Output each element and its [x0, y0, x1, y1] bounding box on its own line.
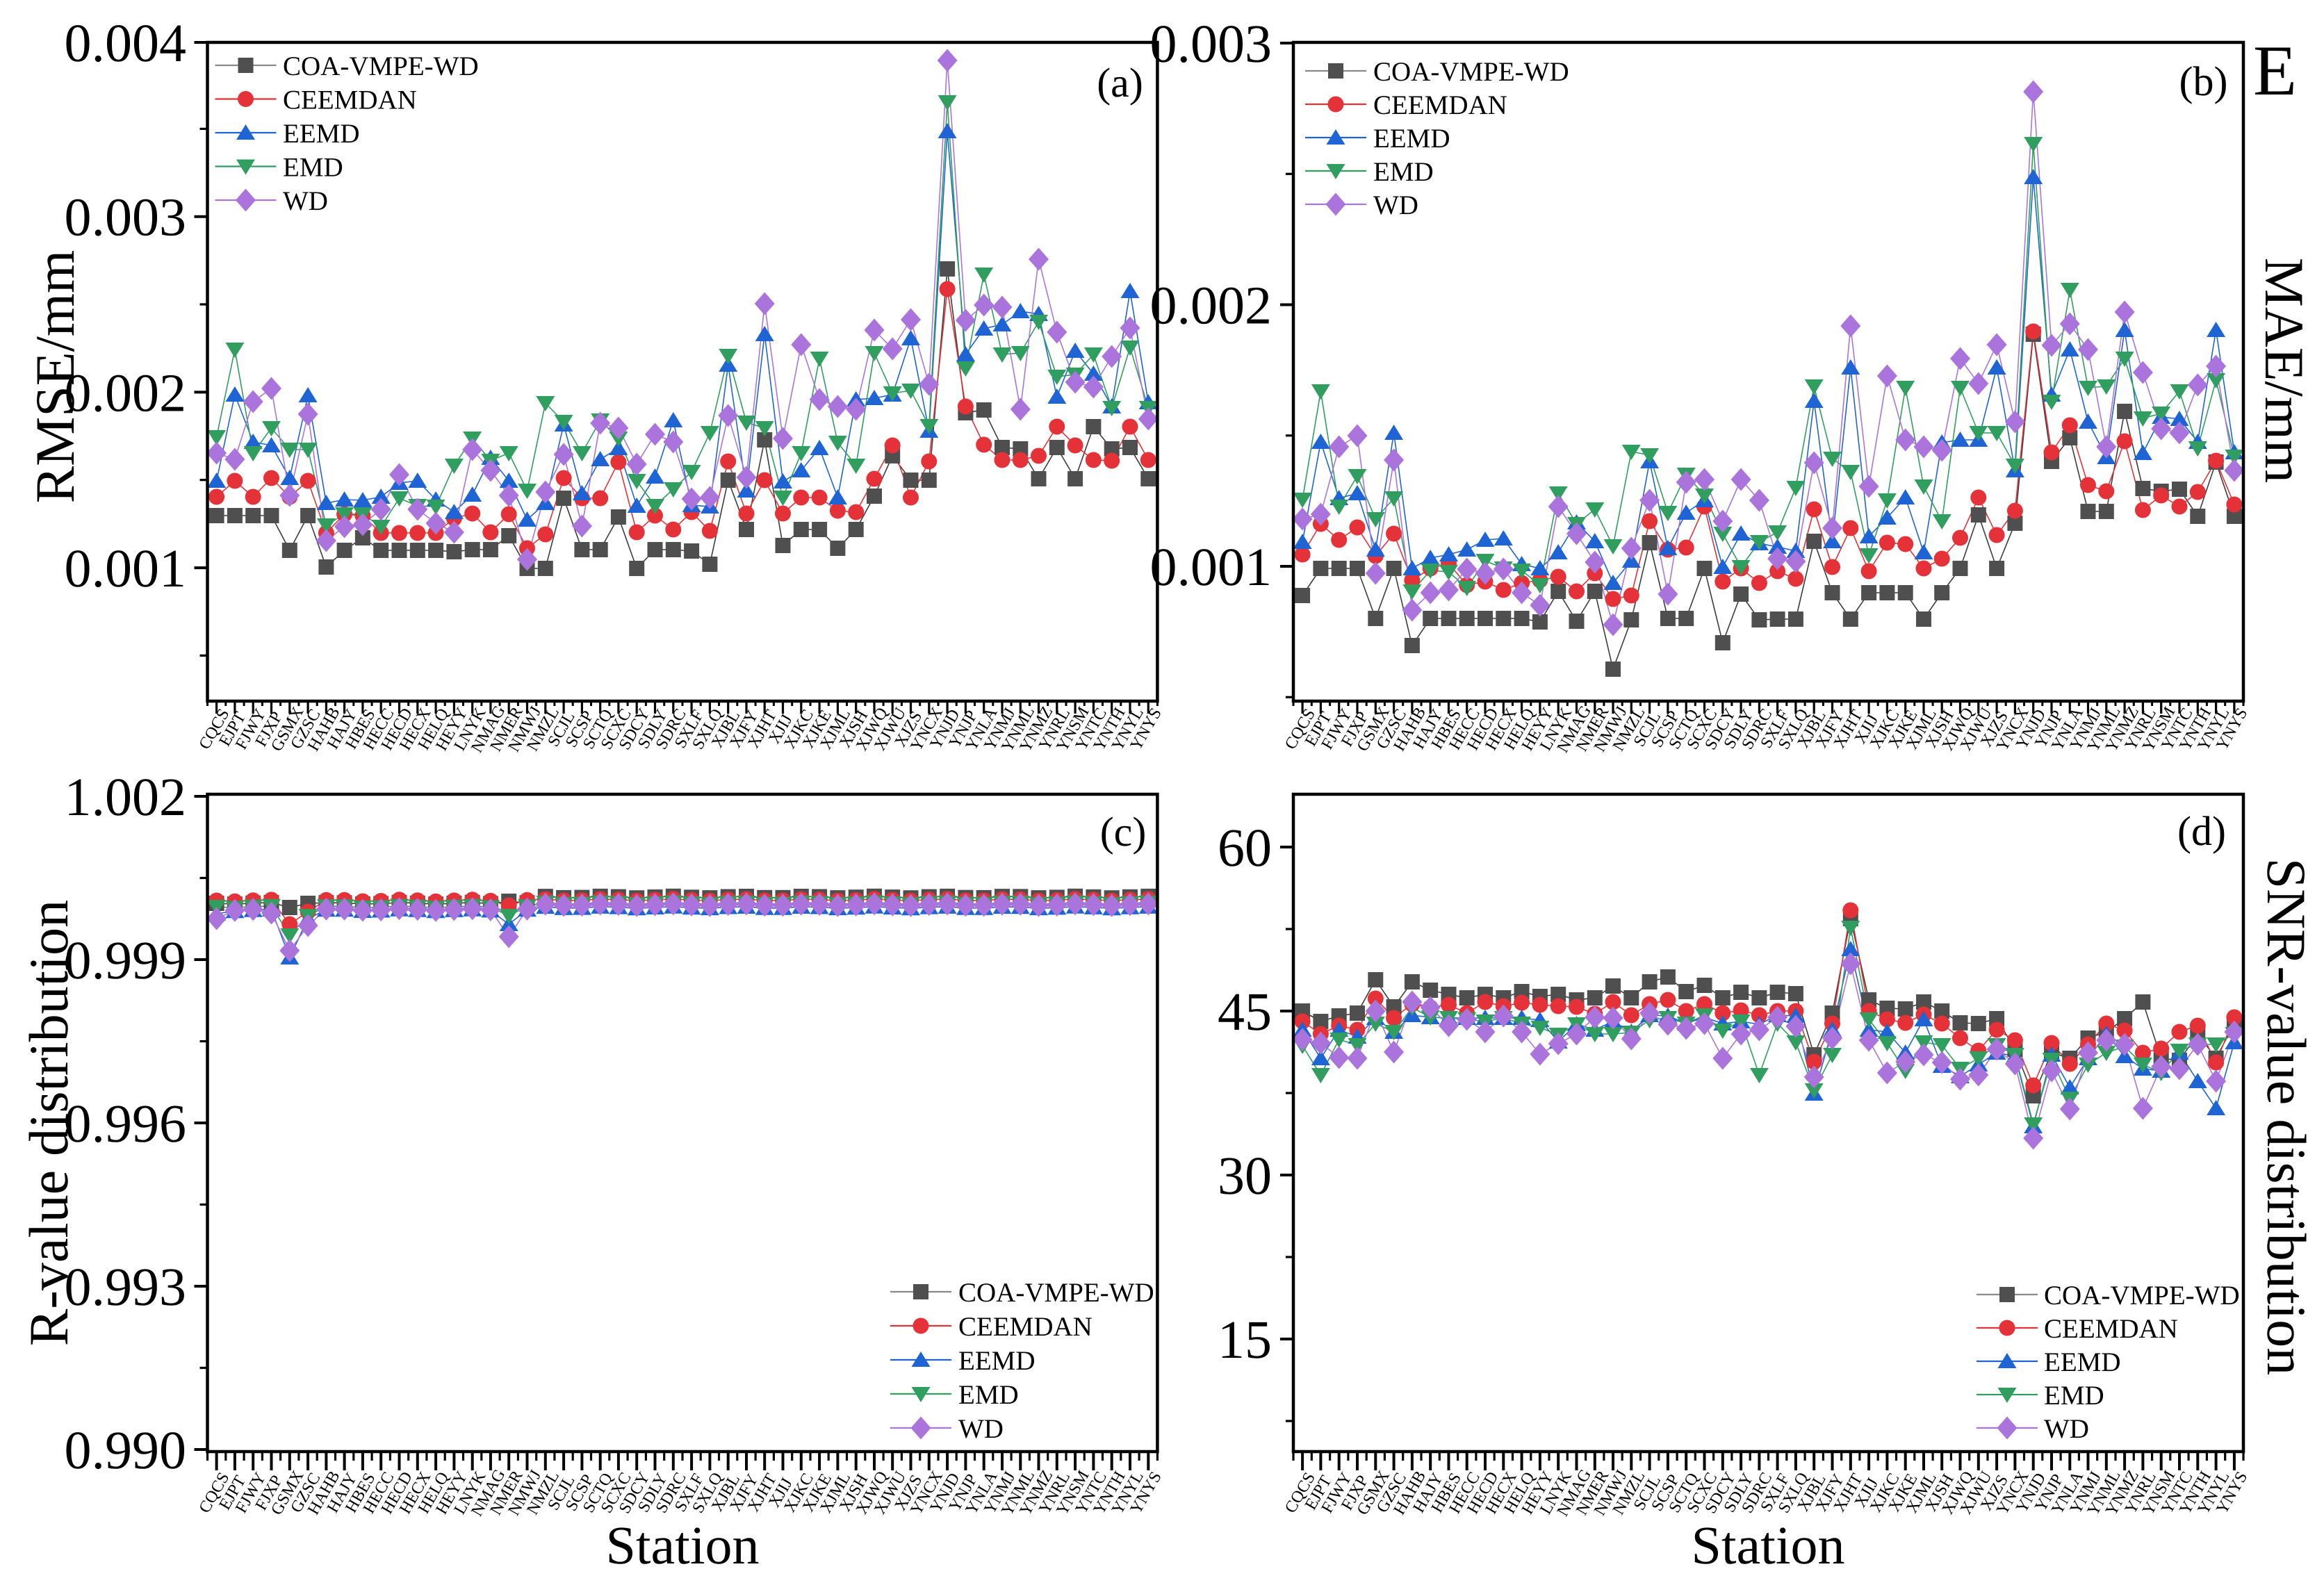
svg-text:EEMD: EEMD: [1373, 124, 1450, 154]
svg-text:E: E: [2253, 31, 2297, 110]
svg-text:WD: WD: [2044, 1414, 2089, 1444]
svg-text:0.001: 0.001: [1150, 536, 1273, 597]
svg-text:45: 45: [1218, 981, 1272, 1042]
svg-text:1.002: 1.002: [65, 766, 187, 827]
svg-text:60: 60: [1218, 817, 1272, 878]
svg-text:(c): (c): [1100, 809, 1147, 855]
svg-text:EMD: EMD: [1373, 157, 1434, 187]
svg-text:EEMD: EEMD: [283, 119, 360, 149]
svg-text:RMSE/mm: RMSE/mm: [25, 250, 86, 504]
svg-text:WD: WD: [1373, 190, 1418, 220]
svg-text:CEEMDAN: CEEMDAN: [2044, 1314, 2178, 1344]
svg-text:0.993: 0.993: [65, 1256, 187, 1317]
svg-text:EEMD: EEMD: [958, 1346, 1036, 1376]
svg-text:0.996: 0.996: [65, 1093, 187, 1153]
svg-text:Station: Station: [605, 1515, 759, 1575]
svg-text:0.999: 0.999: [65, 930, 187, 990]
svg-text:CEEMDAN: CEEMDAN: [958, 1312, 1093, 1342]
svg-text:EMD: EMD: [2044, 1381, 2104, 1411]
svg-text:Station: Station: [1691, 1515, 1844, 1575]
svg-text:0.001: 0.001: [65, 538, 187, 598]
svg-text:COA-VMPE-WD: COA-VMPE-WD: [283, 51, 479, 81]
svg-text:COA-VMPE-WD: COA-VMPE-WD: [2044, 1281, 2240, 1311]
svg-text:(d): (d): [2177, 808, 2226, 854]
svg-text:EMD: EMD: [958, 1380, 1019, 1410]
svg-text:CEEMDAN: CEEMDAN: [283, 85, 417, 115]
svg-text:15: 15: [1218, 1309, 1272, 1370]
svg-text:EEMD: EEMD: [2044, 1347, 2121, 1377]
svg-text:WD: WD: [958, 1414, 1004, 1444]
svg-text:CEEMDAN: CEEMDAN: [1373, 90, 1507, 120]
svg-text:(a): (a): [1097, 60, 1143, 106]
svg-text:MAE/mm: MAE/mm: [2253, 258, 2314, 483]
svg-text:WD: WD: [283, 186, 328, 216]
svg-text:0.003: 0.003: [1150, 13, 1273, 74]
svg-text:R-value distribution: R-value distribution: [19, 900, 80, 1346]
svg-text:COA-VMPE-WD: COA-VMPE-WD: [1373, 57, 1569, 87]
svg-text:EMD: EMD: [283, 153, 343, 183]
svg-text:0.990: 0.990: [65, 1420, 187, 1480]
svg-text:0.002: 0.002: [1150, 275, 1273, 336]
svg-text:0.003: 0.003: [65, 187, 187, 247]
svg-text:30: 30: [1218, 1145, 1272, 1206]
svg-text:COA-VMPE-WD: COA-VMPE-WD: [958, 1278, 1154, 1308]
svg-text:0.004: 0.004: [65, 13, 187, 73]
svg-text:(b): (b): [2179, 58, 2228, 104]
svg-text:SNR-value distribution: SNR-value distribution: [2255, 858, 2316, 1375]
svg-text:0.002: 0.002: [65, 362, 187, 422]
